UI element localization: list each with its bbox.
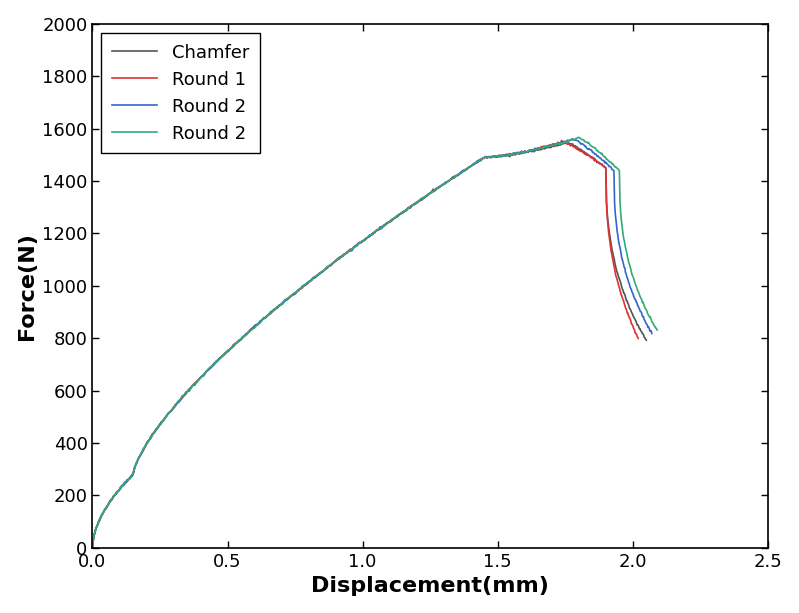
Round 1 [634,335,643,342]
Round 1 [88,544,97,552]
Line: Round 1: Round 1 [93,140,638,548]
Round 2 [88,544,97,552]
Round 2 [567,135,577,142]
Round 1 [606,249,616,256]
Round 2 [208,362,217,369]
Chamfer [88,544,97,552]
Round 2 [361,235,371,243]
Round 2 [208,362,217,370]
Round 2 [647,330,657,337]
Round 2 [574,134,583,141]
Y-axis label: Force(N): Force(N) [17,232,37,340]
Chamfer [562,139,572,147]
Round 2 [618,261,628,268]
Line: Chamfer: Chamfer [93,143,646,548]
Line: Round 2: Round 2 [93,139,652,548]
X-axis label: Displacement(mm): Displacement(mm) [312,576,549,596]
Chamfer [130,463,140,471]
Chamfer [642,337,651,344]
Round 2 [361,235,371,242]
Round 2 [621,245,630,253]
Chamfer [608,249,618,256]
Chamfer [377,223,387,230]
Round 2 [130,463,140,471]
Chamfer [208,362,217,370]
Line: Round 2: Round 2 [93,137,657,548]
Chamfer [361,235,371,243]
Round 2 [377,224,387,232]
Round 1 [208,362,217,370]
Round 1 [361,235,371,242]
Round 1 [377,224,387,231]
Legend: Chamfer, Round 1, Round 2, Round 2: Chamfer, Round 1, Round 2, Round 2 [101,32,260,153]
Round 1 [130,463,140,471]
Round 1 [610,263,619,270]
Round 2 [615,246,625,253]
Round 2 [130,464,140,471]
Round 2 [624,260,634,267]
Round 2 [377,223,387,230]
Round 2 [652,326,662,333]
Chamfer [611,264,621,272]
Round 2 [88,544,97,552]
Round 1 [557,137,566,144]
